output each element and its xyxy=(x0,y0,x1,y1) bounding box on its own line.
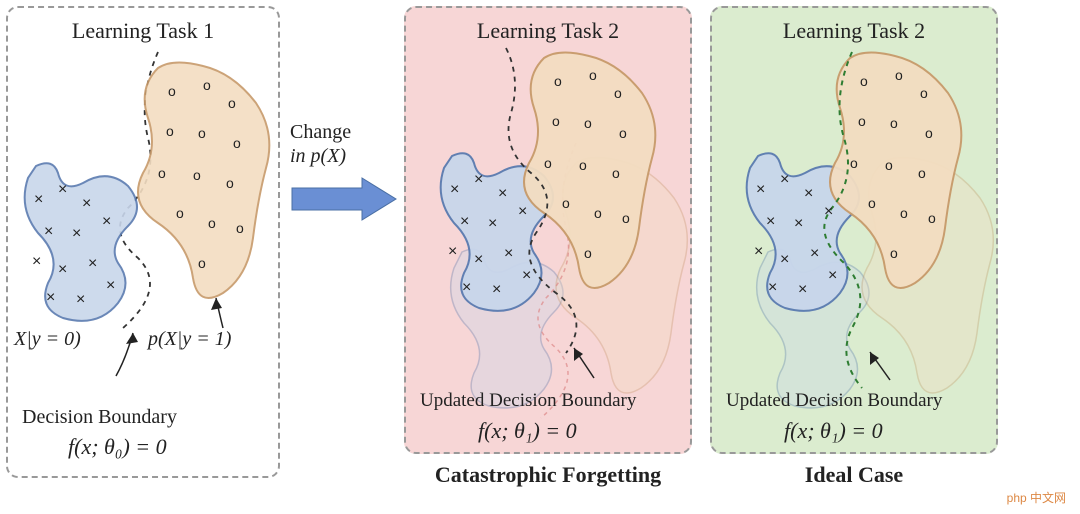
svg-text:o: o xyxy=(168,83,176,99)
svg-text:×: × xyxy=(798,281,807,298)
boundary-arrowhead xyxy=(126,333,138,344)
svg-text:o: o xyxy=(176,205,184,221)
panel-task2-bad: Learning Task 2 ××× ××× ××× ××× ooo ooo … xyxy=(404,6,692,454)
svg-text:o: o xyxy=(579,157,587,173)
svg-text:×: × xyxy=(460,213,469,230)
change-arrow-container: Change in p(X) xyxy=(290,120,402,229)
svg-text:o: o xyxy=(885,157,893,173)
svg-text:×: × xyxy=(58,261,67,278)
svg-text:×: × xyxy=(102,213,111,230)
svg-text:o: o xyxy=(890,115,898,131)
svg-text:×: × xyxy=(518,203,527,220)
svg-text:o: o xyxy=(562,195,570,211)
svg-text:o: o xyxy=(622,210,630,226)
svg-text:×: × xyxy=(450,181,459,198)
arrow-svg xyxy=(290,174,400,224)
svg-text:o: o xyxy=(850,155,858,171)
svg-text:o: o xyxy=(589,67,597,83)
svg-text:o: o xyxy=(228,95,236,111)
svg-text:×: × xyxy=(72,225,81,242)
svg-text:×: × xyxy=(58,181,67,198)
arrow-shape xyxy=(292,178,396,220)
svg-text:×: × xyxy=(46,289,55,306)
panel2-svg: ××× ××× ××× ××× ooo ooo ooo ooo o xyxy=(406,8,694,456)
svg-text:×: × xyxy=(88,255,97,272)
label-eq1: f(x; θ₀) = 0 xyxy=(68,434,167,460)
svg-text:×: × xyxy=(828,267,837,284)
svg-text:×: × xyxy=(474,251,483,268)
svg-text:×: × xyxy=(492,281,501,298)
svg-text:×: × xyxy=(810,245,819,262)
svg-text:o: o xyxy=(612,165,620,181)
svg-text:×: × xyxy=(44,223,53,240)
svg-text:o: o xyxy=(552,113,560,129)
svg-text:×: × xyxy=(106,277,115,294)
svg-text:×: × xyxy=(754,243,763,260)
svg-text:o: o xyxy=(860,73,868,89)
panel3-svg: ××× ××× ××× ××× ooo ooo ooo ooo o xyxy=(712,8,1000,456)
svg-text:×: × xyxy=(448,243,457,260)
arrow-text-1: Change xyxy=(290,120,402,144)
svg-text:o: o xyxy=(594,205,602,221)
svg-text:o: o xyxy=(584,115,592,131)
svg-text:×: × xyxy=(498,185,507,202)
svg-text:o: o xyxy=(920,85,928,101)
svg-text:o: o xyxy=(928,210,936,226)
svg-text:×: × xyxy=(76,291,85,308)
label-db: Decision Boundary xyxy=(22,406,177,429)
svg-text:×: × xyxy=(32,253,41,270)
svg-text:×: × xyxy=(462,279,471,296)
svg-text:×: × xyxy=(824,203,833,220)
svg-text:o: o xyxy=(198,125,206,141)
svg-text:o: o xyxy=(193,167,201,183)
svg-text:×: × xyxy=(766,213,775,230)
svg-text:×: × xyxy=(794,215,803,232)
svg-text:×: × xyxy=(522,267,531,284)
label-px0: X|y = 0) xyxy=(14,328,81,351)
svg-text:o: o xyxy=(158,165,166,181)
svg-text:×: × xyxy=(804,185,813,202)
svg-text:o: o xyxy=(544,155,552,171)
label-eq2: f(x; θ₁) = 0 xyxy=(478,418,577,444)
svg-text:o: o xyxy=(208,215,216,231)
svg-text:o: o xyxy=(925,125,933,141)
svg-text:×: × xyxy=(82,195,91,212)
caption-bad: Catastrophic Forgetting xyxy=(435,462,661,488)
svg-text:o: o xyxy=(233,135,241,151)
svg-text:o: o xyxy=(868,195,876,211)
px1-arrowhead xyxy=(211,298,222,310)
label-eq3: f(x; θ₁) = 0 xyxy=(784,418,883,444)
svg-text:o: o xyxy=(619,125,627,141)
svg-text:o: o xyxy=(918,165,926,181)
arrow-text-2: in p(X) xyxy=(290,144,402,168)
svg-text:×: × xyxy=(780,171,789,188)
svg-text:o: o xyxy=(895,67,903,83)
panel-task1: Learning Task 1 ××× ××× ××× ××× ooo ooo … xyxy=(6,6,280,478)
svg-text:o: o xyxy=(236,220,244,236)
svg-text:o: o xyxy=(166,123,174,139)
svg-text:×: × xyxy=(756,181,765,198)
label-udb-3: Updated Decision Boundary xyxy=(726,390,942,412)
label-udb-2: Updated Decision Boundary xyxy=(420,390,636,412)
svg-text:o: o xyxy=(554,73,562,89)
caption-good: Ideal Case xyxy=(805,462,903,488)
svg-text:×: × xyxy=(504,245,513,262)
svg-text:×: × xyxy=(474,171,483,188)
svg-text:×: × xyxy=(780,251,789,268)
label-px1: p(X|y = 1) xyxy=(148,328,231,351)
svg-text:o: o xyxy=(226,175,234,191)
svg-text:o: o xyxy=(584,245,592,261)
svg-text:o: o xyxy=(900,205,908,221)
svg-text:×: × xyxy=(768,279,777,296)
svg-text:×: × xyxy=(488,215,497,232)
svg-text:o: o xyxy=(198,255,206,271)
svg-text:o: o xyxy=(203,77,211,93)
svg-text:o: o xyxy=(614,85,622,101)
panel-task2-good: Learning Task 2 ××× ××× ××× ××× ooo ooo … xyxy=(710,6,998,454)
svg-text:o: o xyxy=(890,245,898,261)
svg-text:×: × xyxy=(34,191,43,208)
watermark: php 中文网 xyxy=(1001,487,1072,508)
svg-text:o: o xyxy=(858,113,866,129)
